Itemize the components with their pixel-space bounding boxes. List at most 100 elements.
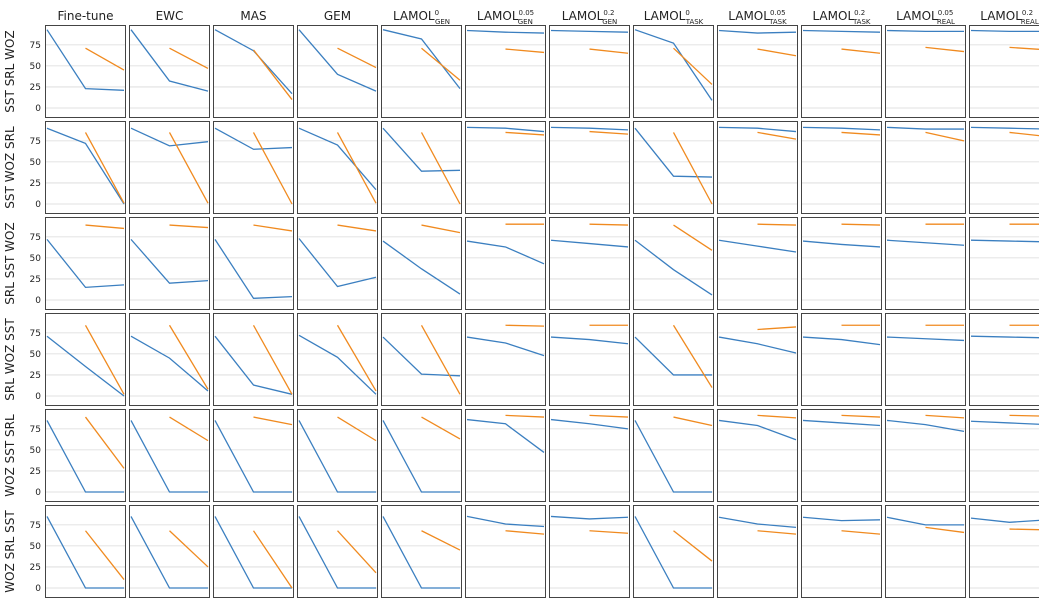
panel-frame <box>634 122 714 214</box>
panel-r5-c0 <box>45 506 126 598</box>
series-line-orange <box>254 225 293 231</box>
panel-frame <box>718 122 798 214</box>
series-line-blue <box>467 127 544 131</box>
series-line-orange <box>170 225 209 228</box>
panel-frame <box>634 314 714 406</box>
series-line-orange <box>170 132 209 203</box>
series-line-orange <box>758 327 797 330</box>
series-line-blue <box>635 240 712 295</box>
panel-frame <box>718 410 798 502</box>
series-line-orange <box>422 48 461 80</box>
series-line-blue <box>887 517 964 525</box>
series-line-orange <box>506 132 545 135</box>
y-tick-label: 0 <box>35 584 41 594</box>
series-line-blue <box>719 127 796 131</box>
series-line-blue <box>299 30 376 91</box>
series-line-blue <box>551 127 628 130</box>
panel-r4-c6 <box>549 410 630 502</box>
series-line-orange <box>86 531 125 580</box>
series-line-blue <box>635 420 712 492</box>
series-line-orange <box>590 531 629 534</box>
panel-r4-c5 <box>465 410 546 502</box>
panel-r5-c5 <box>465 506 546 598</box>
series-line-blue <box>215 239 292 298</box>
panel-r4-c8 <box>717 410 798 502</box>
y-tick-label: 25 <box>30 83 41 93</box>
panel-r2-c2 <box>213 218 294 310</box>
series-line-blue <box>803 241 880 247</box>
series-line-orange <box>86 225 125 228</box>
column-header-label: LAMOL <box>728 9 770 23</box>
panel-r1-c11 <box>969 122 1039 214</box>
series-line-blue <box>635 128 712 177</box>
panel-r4-c4 <box>381 410 462 502</box>
panel-r3-c1 <box>129 314 210 406</box>
series-line-blue <box>467 31 544 34</box>
panel-frame <box>970 218 1039 310</box>
panel-frame <box>970 26 1039 118</box>
column-header-sub: TASK <box>685 18 704 26</box>
series-line-orange <box>86 132 125 203</box>
panel-r4-c10 <box>885 410 966 502</box>
column-header-label: LAMOL <box>896 9 938 23</box>
panel-frame <box>46 410 126 502</box>
panel-r5-c3 <box>297 506 378 598</box>
column-header-sub: GEN <box>602 18 617 26</box>
series-line-blue <box>971 240 1039 242</box>
panel-r1-c5 <box>465 122 546 214</box>
column-header-label: MAS <box>240 9 266 23</box>
panel-frame <box>466 506 546 598</box>
series-line-blue <box>887 127 964 129</box>
series-line-blue <box>971 127 1039 129</box>
series-line-blue <box>803 517 880 520</box>
y-tick-label: 0 <box>35 392 41 402</box>
panel-r1-c8 <box>717 122 798 214</box>
series-line-blue <box>47 336 124 396</box>
series-line-orange <box>674 417 713 425</box>
panel-r0-c2 <box>213 26 294 118</box>
panel-frame <box>46 122 126 214</box>
panel-r1-c3 <box>297 122 378 214</box>
series-line-orange <box>758 531 797 534</box>
y-tick-label: 75 <box>30 137 41 147</box>
panel-r1-c7 <box>633 122 714 214</box>
series-line-blue <box>215 336 292 394</box>
panel-frame <box>46 26 126 118</box>
panel-frame <box>802 218 882 310</box>
series-line-blue <box>551 337 628 344</box>
series-line-blue <box>383 128 460 171</box>
series-line-blue <box>551 240 628 247</box>
panel-r5-c6 <box>549 506 630 598</box>
y-tick-label: 25 <box>30 179 41 189</box>
panel-r2-c5 <box>465 218 546 310</box>
row-label-2: SRL SST WOZ <box>3 222 17 304</box>
panel-r3-c7 <box>633 314 714 406</box>
column-header-label: GEM <box>324 9 351 23</box>
series-line-blue <box>215 420 292 492</box>
series-line-orange <box>758 132 797 139</box>
panel-frame <box>298 218 378 310</box>
panel-frame <box>298 26 378 118</box>
series-line-blue <box>551 31 628 33</box>
y-tick-label: 75 <box>30 329 41 339</box>
panel-frame <box>382 506 462 598</box>
y-tick-label: 0 <box>35 296 41 306</box>
panel-frame <box>46 218 126 310</box>
series-line-blue <box>803 337 880 345</box>
column-header-label: EWC <box>156 9 184 23</box>
panel-r1-c0 <box>45 122 126 214</box>
row-label-3: SRL WOZ SST <box>3 318 17 401</box>
series-line-blue <box>383 516 460 588</box>
series-line-orange <box>590 49 629 53</box>
series-line-blue <box>803 420 880 425</box>
series-line-blue <box>467 420 544 453</box>
series-line-blue <box>719 31 796 34</box>
series-line-orange <box>254 531 293 588</box>
series-line-blue <box>887 31 964 32</box>
panel-r3-c5 <box>465 314 546 406</box>
series-line-blue <box>383 337 460 376</box>
series-line-orange <box>338 48 377 67</box>
panel-r3-c2 <box>213 314 294 406</box>
column-header-sub: GEN <box>435 18 450 26</box>
